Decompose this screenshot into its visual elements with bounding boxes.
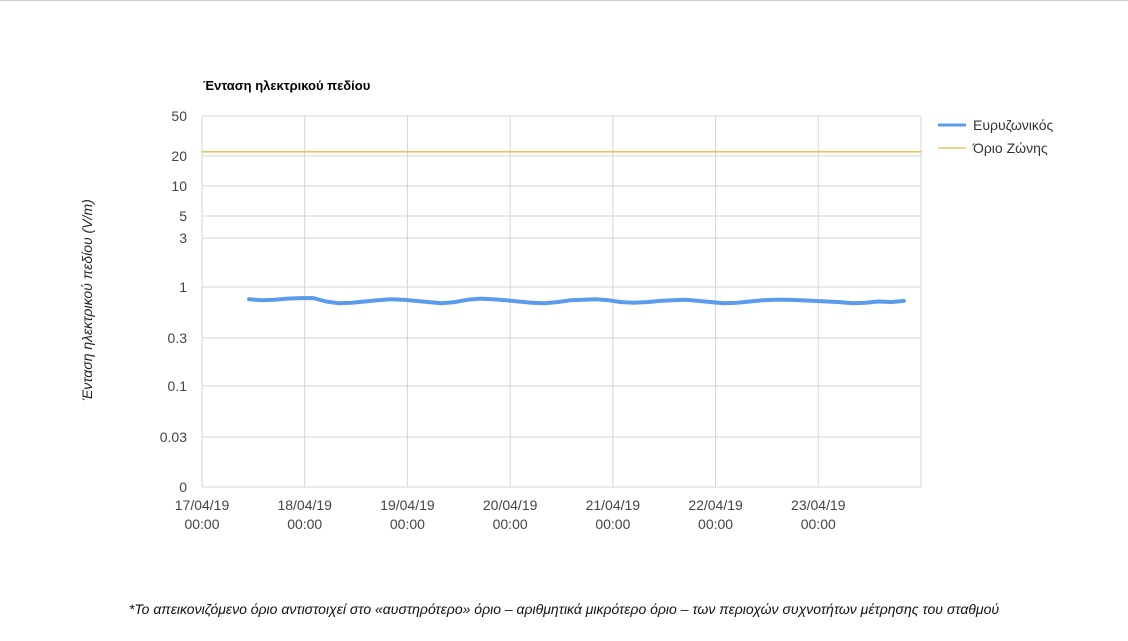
x-tick-time: 00:00 bbox=[595, 516, 630, 532]
y-tick-label: 20 bbox=[171, 148, 187, 164]
footnote: *Το απεικονιζόμενο όριο αντιστοιχεί στο … bbox=[128, 601, 1000, 617]
y-tick-label: 5 bbox=[179, 208, 187, 224]
x-tick-time: 00:00 bbox=[184, 516, 219, 532]
x-tick-date: 23/04/19 bbox=[791, 497, 846, 513]
legend-label-broadband: Ευρυζωνικός bbox=[973, 117, 1054, 133]
y-tick-label: 50 bbox=[171, 108, 187, 124]
x-tick-date: 17/04/19 bbox=[175, 497, 230, 513]
y-tick-label: 0.03 bbox=[160, 429, 187, 445]
x-tick-time: 00:00 bbox=[390, 516, 425, 532]
x-tick-date: 18/04/19 bbox=[277, 497, 332, 513]
y-axis-label: Ένταση ηλεκτρικού πεδίου (V/m) bbox=[79, 199, 95, 401]
top-border bbox=[0, 0, 1128, 1]
x-tick-date: 21/04/19 bbox=[586, 497, 641, 513]
x-tick-time: 00:00 bbox=[287, 516, 322, 532]
x-tick-date: 20/04/19 bbox=[483, 497, 538, 513]
y-tick-label: 0 bbox=[179, 479, 187, 495]
series-line-broadband bbox=[247, 296, 906, 306]
y-tick-label: 1 bbox=[179, 279, 187, 295]
x-tick-date: 22/04/19 bbox=[688, 497, 743, 513]
y-tick-label: 0.3 bbox=[168, 330, 188, 346]
legend-label-zone-limit: Όριο Ζώνης bbox=[972, 140, 1048, 156]
chart-title: Ένταση ηλεκτρικού πεδίου bbox=[203, 78, 371, 93]
y-tick-label: 0.1 bbox=[168, 378, 188, 394]
x-tick-time: 00:00 bbox=[493, 516, 528, 532]
y-axis-ticks: 50 20 10 5 3 1 0.3 0.1 0.03 0 bbox=[160, 108, 187, 495]
x-tick-time: 00:00 bbox=[801, 516, 836, 532]
chart-series bbox=[201, 151, 922, 306]
x-tick-date: 19/04/19 bbox=[380, 497, 435, 513]
chart-legend: Ευρυζωνικός Όριο Ζώνης bbox=[938, 117, 1054, 156]
x-axis-ticks: 17/04/19 00:00 18/04/19 00:00 19/04/19 00:00 2… bbox=[175, 497, 846, 532]
y-tick-label: 10 bbox=[171, 178, 187, 194]
y-tick-label: 3 bbox=[179, 230, 187, 246]
x-tick-time: 00:00 bbox=[698, 516, 733, 532]
electric-field-chart: Ένταση ηλεκτρικού πεδίου 50 20 10 5 3 1 0.3 0.1… bbox=[79, 78, 1054, 532]
